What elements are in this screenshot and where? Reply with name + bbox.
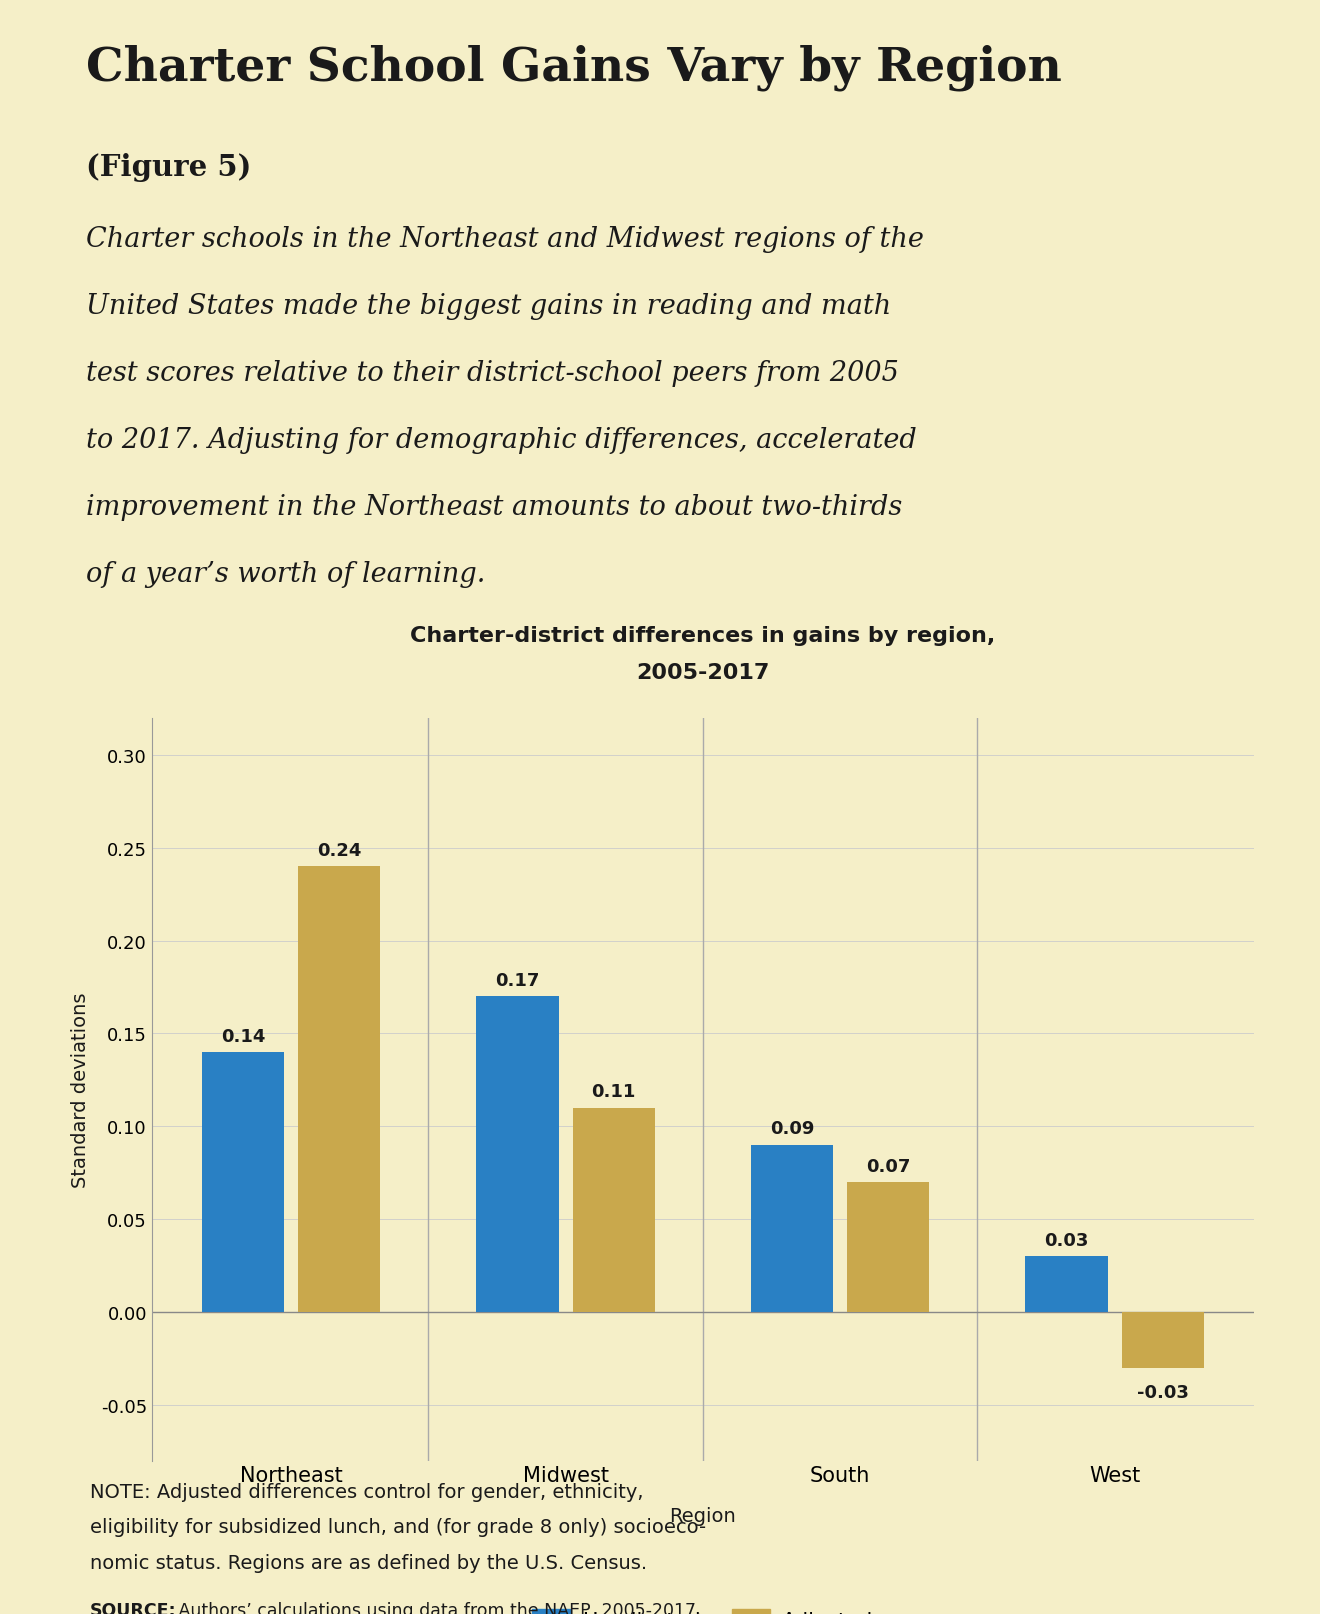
Bar: [1122, 1312, 1204, 1369]
Text: of a year’s worth of learning.: of a year’s worth of learning.: [86, 562, 486, 587]
Text: -0.03: -0.03: [1137, 1383, 1188, 1401]
Text: (Figure 5): (Figure 5): [86, 153, 251, 182]
Bar: [847, 1181, 929, 1312]
Text: 0.24: 0.24: [317, 841, 362, 859]
Text: Charter-district differences in gains by region,: Charter-district differences in gains by…: [411, 626, 995, 646]
Text: to 2017. Adjusting for demographic differences, accelerated: to 2017. Adjusting for demographic diffe…: [86, 428, 916, 454]
Text: 2005-2017: 2005-2017: [636, 663, 770, 683]
Text: United States made the biggest gains in reading and math: United States made the biggest gains in …: [86, 294, 891, 320]
Bar: [1026, 1256, 1107, 1312]
Text: Region: Region: [669, 1506, 737, 1525]
Bar: [298, 867, 380, 1312]
Text: test scores relative to their district-school peers from 2005: test scores relative to their district-s…: [86, 360, 899, 387]
Bar: [751, 1146, 833, 1312]
Text: NOTE: Adjusted differences control for gender, ethnicity,: NOTE: Adjusted differences control for g…: [90, 1482, 643, 1501]
Legend: Unadjusted, Adjusted: Unadjusted, Adjusted: [524, 1599, 882, 1614]
Text: 0.09: 0.09: [770, 1120, 814, 1138]
Bar: [477, 996, 558, 1312]
Bar: [573, 1107, 655, 1312]
Text: 0.14: 0.14: [220, 1027, 265, 1044]
Text: nomic status. Regions are as defined by the U.S. Census.: nomic status. Regions are as defined by …: [90, 1553, 647, 1572]
Text: 0.03: 0.03: [1044, 1231, 1089, 1249]
Text: 0.17: 0.17: [495, 972, 540, 989]
Text: Charter School Gains Vary by Region: Charter School Gains Vary by Region: [86, 45, 1061, 90]
Y-axis label: Standard deviations: Standard deviations: [70, 991, 90, 1188]
Text: SOURCE:: SOURCE:: [90, 1601, 177, 1614]
Text: 0.11: 0.11: [591, 1083, 636, 1101]
Text: eligibility for subsidized lunch, and (for grade 8 only) socioeco-: eligibility for subsidized lunch, and (f…: [90, 1517, 706, 1537]
Text: Authors’ calculations using data from the NAEP, 2005-2017.: Authors’ calculations using data from th…: [173, 1601, 701, 1614]
Text: Charter schools in the Northeast and Midwest regions of the: Charter schools in the Northeast and Mid…: [86, 226, 924, 253]
Text: 0.07: 0.07: [866, 1157, 911, 1175]
Bar: [202, 1052, 284, 1312]
Text: improvement in the Northeast amounts to about two-thirds: improvement in the Northeast amounts to …: [86, 494, 902, 521]
